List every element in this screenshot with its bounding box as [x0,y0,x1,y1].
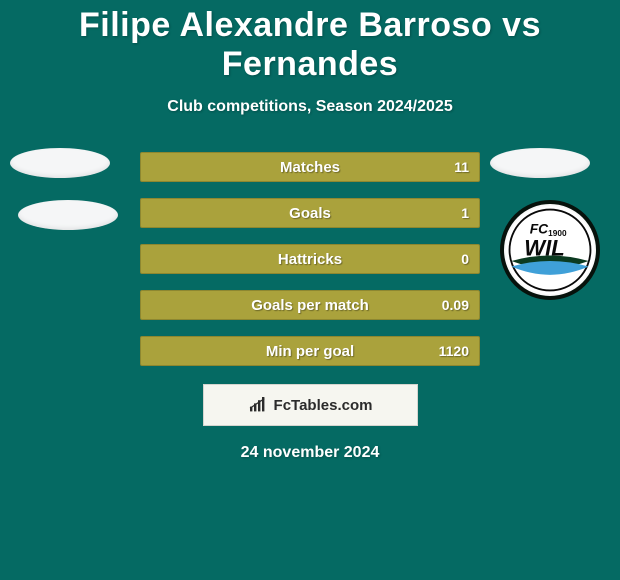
stat-value-right: 0.09 [442,297,469,313]
club-left-logo [18,200,118,230]
stat-label: Goals [289,205,331,222]
site-brand-text: FcTables.com [274,397,373,414]
stat-bar: Hattricks 0 [140,244,480,274]
stat-value-right: 1120 [439,343,469,359]
stat-bar: Matches 11 [140,152,480,182]
club-right-logo: FC 1900 WIL [500,200,600,300]
stat-label: Matches [280,159,340,176]
site-attribution: FcTables.com [203,384,418,426]
stat-bar: Goals per match 0.09 [140,290,480,320]
fc-wil-logo-icon: FC 1900 WIL [504,204,596,296]
page-subtitle: Club competitions, Season 2024/2025 [0,98,620,116]
player-left-avatar [10,148,110,178]
stat-value-right: 0 [461,251,469,267]
page-title: Filipe Alexandre Barroso vs Fernandes [0,0,620,84]
stats-area: FC 1900 WIL Matches 11 Goals 1 Hattricks… [0,152,620,366]
stat-value-right: 1 [461,205,469,221]
bar-chart-icon [248,397,268,413]
stat-label: Min per goal [266,343,354,360]
stat-bar: Min per goal 1120 [140,336,480,366]
stat-value-right: 11 [454,159,469,175]
svg-text:FC: FC [530,221,549,236]
stat-label: Goals per match [251,297,369,314]
stat-row-min-per-goal: Min per goal 1120 [0,336,620,366]
footer-date: 24 november 2024 [0,444,620,462]
stat-bar: Goals 1 [140,198,480,228]
player-right-avatar [490,148,590,178]
stat-label: Hattricks [278,251,342,268]
